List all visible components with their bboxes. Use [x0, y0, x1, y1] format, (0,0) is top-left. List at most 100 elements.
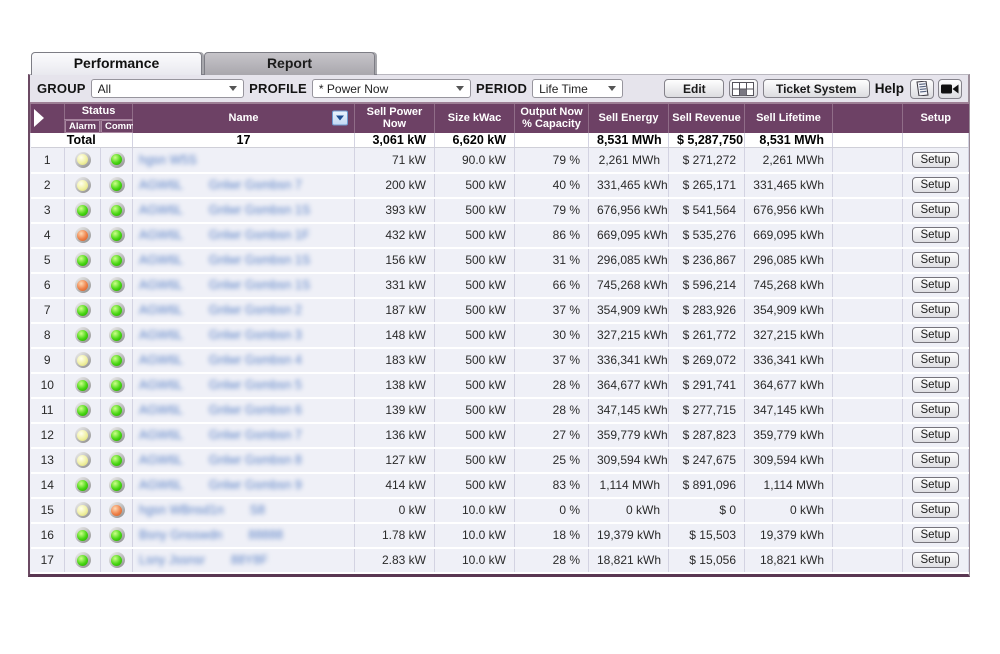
name-redacted-part: AGW6L: [139, 178, 183, 193]
name-redacted-part: Gnlwr Gsmbsn 1F: [208, 228, 310, 243]
document-icon: [915, 81, 929, 96]
edit-button[interactable]: Edit: [664, 79, 725, 98]
output-cell: 37 %: [514, 347, 589, 374]
led-core: [111, 204, 122, 216]
site-name-link[interactable]: Lsny Jssnsr 88Y8F: [139, 553, 268, 567]
setup-header: Setup: [902, 102, 969, 133]
setup-button[interactable]: Setup: [912, 352, 959, 369]
row-number: 14: [30, 472, 65, 499]
green-status-led-icon: [74, 202, 91, 219]
sell-energy-header[interactable]: Sell Energy: [588, 102, 669, 133]
site-name-link[interactable]: AGW6L Gnlwr Gsmbsn 8: [139, 453, 302, 467]
blank-cell: [832, 497, 903, 524]
green-status-led-icon: [108, 327, 125, 344]
table-row: 16 Bsny Gnsswdn 88888 1.78 kW 10.0 kW 18 % 19,…: [30, 522, 969, 549]
site-name-link[interactable]: AGW6L Gnlwr Gsmbsn 9: [139, 478, 302, 492]
setup-button[interactable]: Setup: [912, 477, 959, 494]
setup-button[interactable]: Setup: [912, 552, 959, 569]
row-number: 3: [30, 197, 65, 224]
setup-button[interactable]: Setup: [912, 427, 959, 444]
grid-view-button[interactable]: [729, 79, 758, 98]
led-core: [111, 354, 122, 366]
name-redacted-part: hgsn WBnsd1n: [139, 503, 224, 518]
sell-power-cell: 2.83 kW: [354, 547, 435, 574]
row-number: 2: [30, 172, 65, 199]
help-area: Help: [875, 78, 962, 99]
setup-cell: Setup: [902, 372, 969, 399]
sell-power-header[interactable]: Sell Power Now: [354, 102, 435, 133]
status-led-cell: [100, 222, 133, 249]
led-core: [77, 204, 88, 216]
site-name-link[interactable]: hgsn W5S: [139, 153, 197, 167]
help-document-button[interactable]: [910, 78, 934, 99]
sell-revenue-cell: $ 277,715: [668, 397, 745, 424]
setup-button[interactable]: Setup: [912, 327, 959, 344]
setup-button[interactable]: Setup: [912, 252, 959, 269]
status-led-cell: [64, 472, 101, 499]
site-name-link[interactable]: AGW6L Gnlwr Gsmbsn 7: [139, 178, 302, 192]
size-cell: 10.0 kW: [434, 497, 515, 524]
green-status-led-icon: [108, 252, 125, 269]
site-name-link[interactable]: AGW6L Gnlwr Gsmbsn 1S: [139, 278, 310, 292]
led-core: [111, 479, 122, 491]
site-name-link[interactable]: AGW6L Gnlwr Gsmbsn 4: [139, 353, 302, 367]
group-label: GROUP: [37, 81, 86, 96]
blank-cell: [832, 222, 903, 249]
setup-button[interactable]: Setup: [912, 302, 959, 319]
setup-cell: Setup: [902, 397, 969, 424]
sell-energy-cell: 18,821 kWh: [588, 547, 669, 574]
setup-button[interactable]: Setup: [912, 277, 959, 294]
chevron-down-icon: [229, 86, 238, 91]
sell-power-cell: 183 kW: [354, 347, 435, 374]
name-header[interactable]: Name: [132, 102, 355, 133]
tab-report[interactable]: Report: [204, 52, 375, 75]
table-row: 2 AGW6L Gnlwr Gsmbsn 7 200 kW 500 kW 40 % 331,…: [30, 172, 969, 199]
setup-button[interactable]: Setup: [912, 402, 959, 419]
led-core: [77, 429, 88, 441]
site-name-link[interactable]: AGW6L Gnlwr Gsmbsn 1S: [139, 253, 310, 267]
site-name-link[interactable]: AGW6L Gnlwr Gsmbsn 5: [139, 378, 302, 392]
sell-lifetime-header[interactable]: Sell Lifetime: [744, 102, 833, 133]
site-name-link[interactable]: AGW6L Gnlwr Gsmbsn 1F: [139, 228, 309, 242]
row-marker-header: [30, 102, 65, 133]
setup-button[interactable]: Setup: [912, 502, 959, 519]
site-name-link[interactable]: AGW6L Gnlwr Gsmbsn 2: [139, 303, 302, 317]
site-name-link[interactable]: AGW6L Gnlwr Gsmbsn 7: [139, 428, 302, 442]
site-name-link[interactable]: AGW6L Gnlwr Gsmbsn 1S: [139, 203, 310, 217]
green-status-led-icon: [74, 252, 91, 269]
period-select[interactable]: Life Time: [532, 79, 624, 98]
comm-header[interactable]: Comm.: [100, 118, 142, 133]
green-status-led-icon: [74, 552, 91, 569]
site-name-link[interactable]: Bsny Gnsswdn 88888: [139, 528, 283, 542]
sell-energy-cell: 669,095 kWh: [588, 222, 669, 249]
setup-button[interactable]: Setup: [912, 527, 959, 544]
setup-button[interactable]: Setup: [912, 227, 959, 244]
table-row: 3 AGW6L Gnlwr Gsmbsn 1S 393 kW 500 kW 79 % 676…: [30, 197, 969, 224]
group-select[interactable]: All: [90, 79, 245, 98]
sell-revenue-cell: $ 541,564: [668, 197, 745, 224]
setup-button[interactable]: Setup: [912, 151, 959, 168]
output-cell: 79 %: [514, 147, 589, 174]
site-name-link[interactable]: AGW6L Gnlwr Gsmbsn 6: [139, 403, 302, 417]
total-blank: [832, 132, 903, 149]
sell-revenue-header[interactable]: Sell Revenue: [668, 102, 745, 133]
setup-button[interactable]: Setup: [912, 177, 959, 194]
size-header[interactable]: Size kWac: [434, 102, 515, 133]
setup-button[interactable]: Setup: [912, 202, 959, 219]
ticket-system-button[interactable]: Ticket System: [762, 79, 870, 98]
size-cell: 500 kW: [434, 297, 515, 324]
help-video-button[interactable]: [938, 78, 962, 99]
blank-cell: [832, 347, 903, 374]
alarm-header[interactable]: Alarm: [64, 118, 101, 133]
output-header[interactable]: Output Now % Capacity: [514, 102, 589, 133]
green-status-led-icon: [108, 352, 125, 369]
tab-performance[interactable]: Performance: [31, 52, 202, 75]
setup-button[interactable]: Setup: [912, 452, 959, 469]
site-name-link[interactable]: hgsn WBnsd1n S8: [139, 503, 265, 517]
site-name-link[interactable]: AGW6L Gnlwr Gsmbsn 3: [139, 328, 302, 342]
setup-button[interactable]: Setup: [912, 377, 959, 394]
status-led-cell: [64, 522, 101, 549]
profile-select[interactable]: * Power Now: [311, 79, 472, 98]
sort-dropdown-icon[interactable]: [332, 110, 348, 126]
blank-header: [832, 102, 903, 133]
